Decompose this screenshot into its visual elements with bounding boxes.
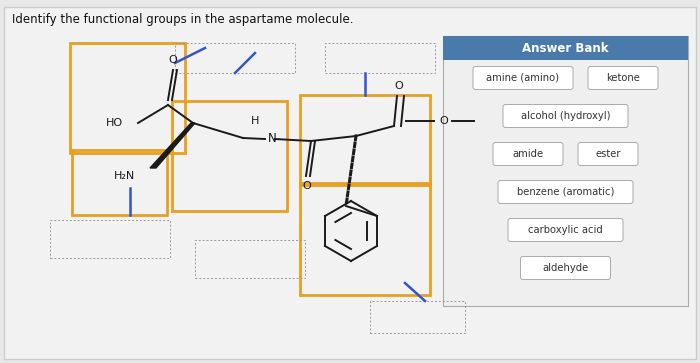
Text: ester: ester	[595, 149, 621, 159]
Bar	[50, 220, 170, 258]
Text: Identify the functional groups in the aspartame molecule.: Identify the functional groups in the as…	[12, 13, 353, 26]
FancyBboxPatch shape	[588, 66, 658, 90]
FancyBboxPatch shape	[498, 180, 633, 204]
FancyBboxPatch shape	[508, 219, 623, 241]
Bar	[195, 240, 305, 278]
Text: O: O	[302, 181, 312, 191]
FancyBboxPatch shape	[578, 143, 638, 166]
FancyBboxPatch shape	[493, 143, 563, 166]
Text: O: O	[395, 81, 403, 91]
Bar	[443, 36, 688, 60]
Bar	[70, 43, 185, 153]
Bar	[172, 101, 287, 211]
Bar	[300, 183, 430, 295]
Bar	[443, 36, 688, 306]
Text: amine (amino): amine (amino)	[486, 73, 559, 83]
Text: O: O	[439, 116, 448, 126]
FancyBboxPatch shape	[521, 257, 610, 280]
Bar	[300, 95, 430, 185]
Bar	[175, 43, 295, 73]
Text: H₂N: H₂N	[113, 171, 135, 181]
Text: aldehyde: aldehyde	[542, 263, 589, 273]
FancyBboxPatch shape	[473, 66, 573, 90]
Text: H: H	[251, 116, 259, 126]
Text: benzene (aromatic): benzene (aromatic)	[517, 187, 614, 197]
Text: HO: HO	[106, 118, 123, 128]
Text: N: N	[268, 132, 277, 146]
Bar	[72, 150, 167, 215]
Text: amide: amide	[512, 149, 544, 159]
Bar	[370, 301, 465, 333]
Bar	[325, 43, 435, 73]
Text: ketone: ketone	[606, 73, 640, 83]
Text: O: O	[169, 55, 177, 65]
FancyBboxPatch shape	[4, 7, 696, 359]
Text: Answer Bank: Answer Bank	[522, 41, 609, 54]
Text: carboxylic acid: carboxylic acid	[528, 225, 603, 235]
Polygon shape	[150, 123, 195, 168]
FancyBboxPatch shape	[503, 105, 628, 127]
Text: alcohol (hydroxyl): alcohol (hydroxyl)	[521, 111, 610, 121]
